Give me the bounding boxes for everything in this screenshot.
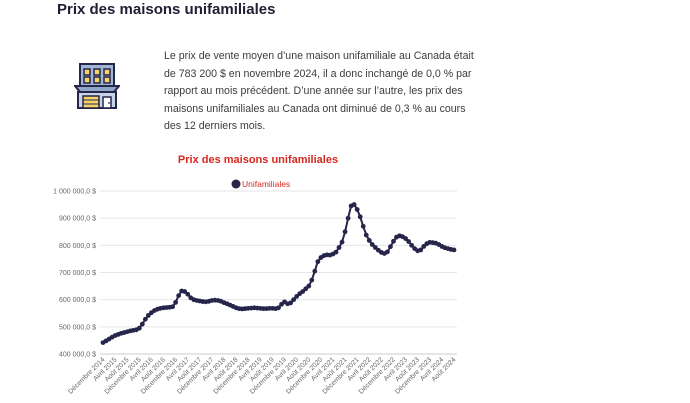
y-tick-label: 900 000,0 $ bbox=[59, 216, 96, 223]
data-point[interactable] bbox=[309, 277, 315, 283]
data-point[interactable] bbox=[357, 214, 363, 220]
data-point[interactable] bbox=[315, 259, 321, 265]
data-point[interactable] bbox=[360, 223, 366, 229]
data-point[interactable] bbox=[288, 300, 294, 306]
y-tick-label: 500 000,0 $ bbox=[59, 324, 96, 331]
series-line-unifamiliales bbox=[102, 203, 455, 344]
data-point[interactable] bbox=[388, 244, 393, 250]
data-point[interactable] bbox=[185, 291, 191, 297]
y-tick-label: 800 000,0 $ bbox=[59, 243, 96, 250]
price-line-chart: Prix des maisons unifamiliales Unifamili… bbox=[53, 154, 457, 396]
page-title: Prix des maisons unifamiliales bbox=[57, 1, 276, 18]
data-point[interactable] bbox=[354, 207, 360, 212]
data-point[interactable] bbox=[451, 247, 457, 253]
data-point[interactable] bbox=[369, 242, 375, 247]
data-point[interactable] bbox=[409, 242, 415, 248]
data-point[interactable] bbox=[339, 239, 345, 245]
y-tick-label: 400 000,0 $ bbox=[59, 352, 96, 359]
chart-title: Prix des maisons unifamiliales bbox=[178, 154, 338, 166]
data-point[interactable] bbox=[385, 249, 390, 255]
data-point[interactable] bbox=[406, 239, 412, 244]
data-point[interactable] bbox=[139, 321, 145, 327]
y-tick-label: 700 000,0 $ bbox=[59, 270, 96, 277]
data-point[interactable] bbox=[391, 238, 396, 244]
data-point[interactable] bbox=[176, 293, 182, 298]
description-text: Le prix de vente moyen d’une maison unif… bbox=[164, 50, 474, 133]
data-point[interactable] bbox=[342, 229, 348, 235]
y-tick-label: 1 000 000,0 $ bbox=[53, 189, 96, 196]
data-point[interactable] bbox=[136, 325, 142, 331]
data-point[interactable] bbox=[403, 236, 408, 241]
data-point[interactable] bbox=[351, 202, 357, 207]
data-point[interactable] bbox=[345, 215, 351, 221]
data-point[interactable] bbox=[276, 305, 281, 311]
data-point[interactable] bbox=[363, 232, 369, 238]
data-point[interactable] bbox=[306, 283, 312, 289]
data-point[interactable] bbox=[173, 299, 179, 305]
house-icon bbox=[72, 62, 122, 115]
data-point[interactable] bbox=[418, 247, 424, 253]
legend-marker[interactable] bbox=[231, 179, 241, 189]
data-point[interactable] bbox=[312, 268, 318, 274]
data-point[interactable] bbox=[142, 316, 148, 322]
data-point[interactable] bbox=[336, 245, 342, 250]
legend-label[interactable]: Unifamiliales bbox=[242, 179, 290, 189]
data-point[interactable] bbox=[170, 304, 175, 310]
data-point[interactable] bbox=[333, 249, 339, 255]
y-tick-label: 600 000,0 $ bbox=[59, 297, 96, 304]
data-point[interactable] bbox=[291, 297, 297, 303]
data-point[interactable] bbox=[366, 238, 372, 243]
